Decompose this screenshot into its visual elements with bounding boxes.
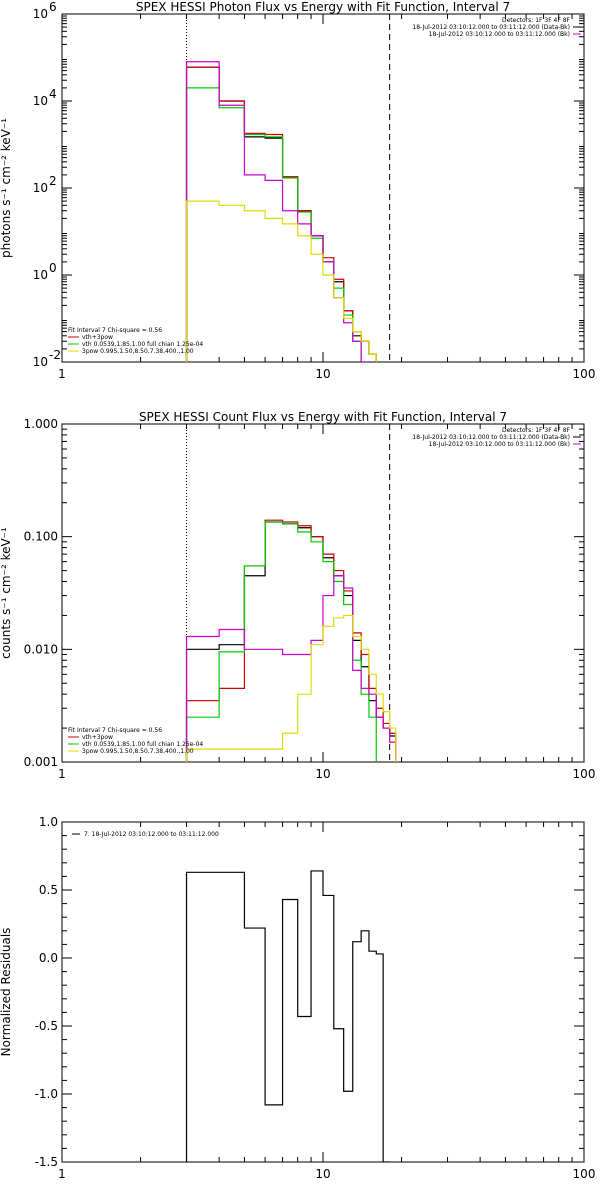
y-tick-label: 0.001 bbox=[24, 755, 58, 769]
legend-fit-title: Fit Interval 7 Chi-square = 0.56 bbox=[68, 327, 162, 334]
histogram-series bbox=[185, 200, 377, 362]
legend-fit-entry: 3pow 0.995,1.50,8.50,7.38,400.,1.00 bbox=[82, 348, 194, 355]
histogram-series bbox=[185, 519, 397, 762]
y-tick-label: 1.000 bbox=[24, 417, 58, 431]
y-tick-exponent: 4 bbox=[49, 87, 57, 101]
y-tick-label: 0.0 bbox=[39, 951, 58, 965]
x-tick-label: 1 bbox=[58, 767, 66, 781]
legend-top-entry: Detectors: 1F 3F 4F 8F bbox=[502, 427, 571, 434]
legend-fit-entry: vth 0.0539,1.85,1.00 full chian 1.25e-04 bbox=[82, 741, 203, 748]
photon-flux-panel: SPEX HESSI Photon Flux vs Energy with Fi… bbox=[0, 0, 596, 381]
y-tick-label: 10 bbox=[33, 7, 48, 21]
legend-top-entry: 18-Jul-2012 03:10:12.000 to 03:11:12.000… bbox=[429, 441, 570, 448]
y-tick-label: 0.5 bbox=[39, 883, 58, 897]
x-tick-label: 100 bbox=[573, 767, 596, 781]
y-tick-exponent: -2 bbox=[49, 348, 61, 362]
plot-frame bbox=[61, 423, 585, 763]
y-axis-label: Normalized Residuals bbox=[0, 928, 13, 1057]
chart-title: SPEX HESSI Count Flux vs Energy with Fit… bbox=[139, 410, 507, 424]
x-tick-label: 10 bbox=[315, 1167, 330, 1181]
histogram-series bbox=[185, 614, 397, 762]
y-tick-label: -1.5 bbox=[35, 1155, 58, 1169]
y-tick-label: 0.100 bbox=[24, 530, 58, 544]
residuals-panel: Normalized Residuals 1 10 100 -1.5 -1.0 -0.5 0.… bbox=[0, 815, 595, 1181]
legend-top-entry: 7. 18-Jul-2012 03:10:12.000 to 03:11:12.… bbox=[84, 831, 219, 838]
y-tick-label: 1.0 bbox=[39, 815, 58, 829]
x-tick-label: 1 bbox=[58, 367, 66, 381]
legend-fit-entry: vth 0.0539,1.85,1.00 full chian 1.25e-04 bbox=[82, 341, 203, 348]
legend-fit-entry: vth+3pow bbox=[82, 734, 113, 741]
x-tick-label: 10 bbox=[315, 767, 330, 781]
y-tick-label: 10 bbox=[33, 268, 48, 282]
legend-fit-title: Fit Interval 7 Chi-square = 0.56 bbox=[68, 727, 162, 734]
legend-fit-entry: 3pow 0.995,1.50,8.50,7.38,400.,1.00 bbox=[82, 748, 194, 755]
x-tick-label: 100 bbox=[573, 1167, 596, 1181]
y-tick-label: 10 bbox=[33, 94, 48, 108]
plot-frame bbox=[61, 13, 585, 363]
count-flux-panel: SPEX HESSI Count Flux vs Energy with Fit… bbox=[0, 410, 595, 781]
y-tick-exponent: 6 bbox=[49, 0, 57, 14]
histogram-series bbox=[185, 870, 390, 1162]
y-tick-exponent: 2 bbox=[49, 174, 57, 188]
legend-top-entry: 18-Jul-2012 03:10:12.000 to 03:11:12.000… bbox=[429, 31, 570, 38]
y-tick-label: 10 bbox=[33, 355, 48, 369]
y-tick-label: 0.010 bbox=[24, 642, 58, 656]
series-group bbox=[185, 519, 397, 762]
histogram-series bbox=[185, 575, 397, 762]
y-axis-label: counts s⁻¹ cm⁻² keV⁻¹ bbox=[0, 527, 13, 659]
legend-top-entry: Detectors: 1F 3F 4F 8F bbox=[502, 17, 571, 24]
y-tick-label: 10 bbox=[33, 181, 48, 195]
y-tick-exponent: 0 bbox=[49, 261, 57, 275]
y-tick-label: -1.0 bbox=[35, 1087, 58, 1101]
histogram-series bbox=[185, 66, 377, 362]
legend-fit-entry: vth+3pow bbox=[82, 334, 113, 341]
histogram-series bbox=[185, 66, 377, 362]
y-tick-label: -0.5 bbox=[35, 1019, 58, 1033]
histogram-series bbox=[185, 521, 377, 762]
chart-title: SPEX HESSI Photon Flux vs Energy with Fi… bbox=[136, 0, 510, 14]
series-group bbox=[185, 61, 377, 362]
x-tick-label: 10 bbox=[315, 367, 330, 381]
series-group bbox=[185, 870, 390, 1162]
y-axis-label: photons s⁻¹ cm⁻² keV⁻¹ bbox=[0, 118, 13, 258]
legend-top-entry: 18-Jul-2012 03:10:12.000 to 03:11:12.000… bbox=[412, 24, 570, 31]
histogram-series bbox=[185, 521, 397, 762]
histogram-series bbox=[185, 87, 377, 362]
histogram-series bbox=[185, 61, 377, 362]
legend-top-entry: 18-Jul-2012 03:10:12.000 to 03:11:12.000… bbox=[412, 434, 570, 441]
x-tick-label: 1 bbox=[58, 1167, 66, 1181]
x-tick-label: 100 bbox=[573, 367, 596, 381]
